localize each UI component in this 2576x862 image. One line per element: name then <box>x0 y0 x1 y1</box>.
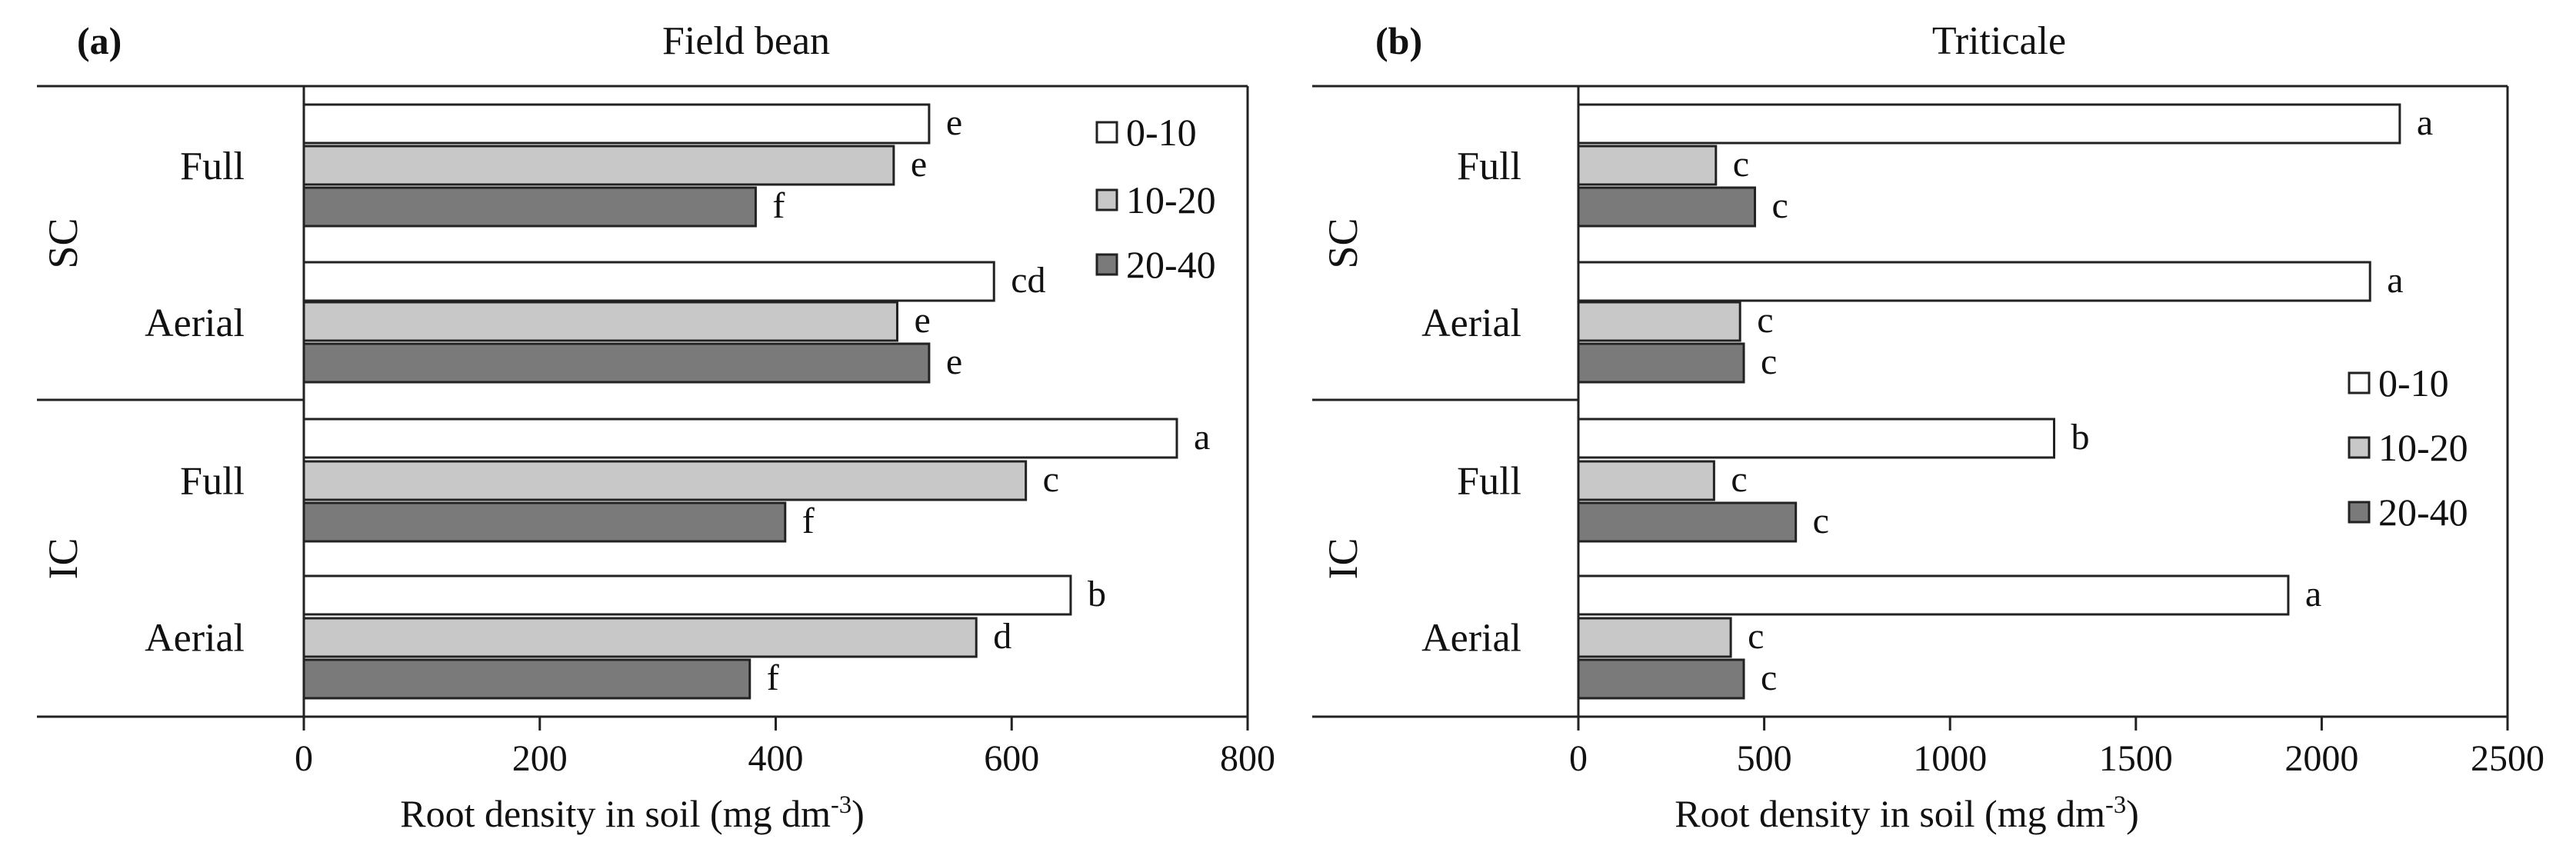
x-tick-label: 1500 <box>2099 738 2173 779</box>
legend-swatch <box>2348 436 2371 459</box>
bar-0-10 <box>1577 574 2290 616</box>
bar-20-40 <box>302 501 787 543</box>
legend-label: 10-20 <box>2378 426 2468 469</box>
significance-letter: e <box>946 341 962 382</box>
bar-0-10 <box>302 261 995 302</box>
significance-letter: c <box>1748 616 1764 657</box>
bar-20-40 <box>302 658 751 700</box>
bar-10-20 <box>302 460 1028 501</box>
significance-letter: a <box>2305 574 2321 614</box>
bar-10-20 <box>302 145 895 186</box>
legend-swatch <box>2348 371 2371 394</box>
category-label: Aerial <box>1421 617 1521 661</box>
bar-10-20 <box>1577 460 1715 501</box>
significance-letter: d <box>993 616 1011 657</box>
group-label-sc: SC <box>40 218 86 268</box>
bar-20-40 <box>1577 658 1745 700</box>
legend-label: 20-40 <box>1126 243 1216 286</box>
bar-0-10 <box>302 574 1072 616</box>
panel-b-triticale: (b) Triticale 0 500 1000 1500 2000 2500 Root den… <box>1312 19 2544 835</box>
significance-letter: a <box>1194 417 1210 458</box>
group-label-ic: IC <box>1320 538 1366 580</box>
significance-letter: c <box>1731 459 1747 500</box>
category-label: Full <box>180 460 245 504</box>
legend-swatch <box>1095 121 1118 144</box>
category-label: Full <box>1457 460 1521 504</box>
bar-20-40 <box>302 342 931 384</box>
bar-10-20 <box>1577 301 1741 342</box>
legend-label: 20-40 <box>2378 491 2468 534</box>
significance-letter: a <box>2387 260 2403 301</box>
chart-title: Triticale <box>1932 19 2066 63</box>
significance-letter: c <box>1813 501 1829 541</box>
x-axis-label: Root density in soil (mg dm-3) <box>1675 791 2138 835</box>
x-tick-label: 0 <box>295 738 313 779</box>
x-tick-label: 1000 <box>1913 738 1987 779</box>
category-label: Aerial <box>145 617 245 661</box>
bar-20-40 <box>1577 186 1757 228</box>
significance-letter: cd <box>1011 260 1045 301</box>
significance-letter: c <box>1761 341 1777 382</box>
group-label-sc: SC <box>1320 218 1366 268</box>
legend-label: 10-20 <box>1126 178 1216 221</box>
significance-letter: c <box>1043 459 1059 500</box>
bar-0-10 <box>302 418 1178 459</box>
category-label: Full <box>180 145 245 188</box>
bar-10-20 <box>302 617 978 658</box>
panel-a-field-bean: (a) Field bean 0 200 400 600 800 Root density i… <box>37 19 1275 835</box>
x-axis-label-end: ) <box>2126 792 2139 835</box>
significance-letter: c <box>1757 300 1773 341</box>
x-tick-label: 2000 <box>2284 738 2358 779</box>
significance-letter: c <box>1733 144 1749 185</box>
x-tick-label: 400 <box>748 738 804 779</box>
legend-swatch <box>2348 501 2371 524</box>
bar-20-40 <box>1577 342 1745 384</box>
bar-10-20 <box>1577 617 1732 658</box>
x-tick-label: 0 <box>1569 738 1588 779</box>
significance-letter: b <box>1088 574 1106 614</box>
significance-letter: b <box>2071 417 2089 458</box>
category-label: Full <box>1457 145 1521 188</box>
bar-0-10 <box>1577 418 2055 459</box>
chart-title: Field bean <box>662 19 830 63</box>
bar-0-10 <box>1577 261 2371 302</box>
legend-swatch <box>1095 253 1118 276</box>
x-axis-label-main: Root density in soil (mg dm <box>1675 792 2105 835</box>
significance-letter: f <box>772 185 785 226</box>
significance-letter: f <box>802 501 815 541</box>
significance-letter: c <box>1761 657 1777 698</box>
panel-label: (a) <box>77 19 122 62</box>
legend-label: 0-10 <box>2378 361 2449 404</box>
significance-letter: e <box>914 300 930 341</box>
x-axis-label-end: ) <box>851 792 865 835</box>
x-axis-label-main: Root density in soil (mg dm <box>400 792 831 835</box>
bar-10-20 <box>1577 145 1718 186</box>
x-tick-label: 600 <box>984 738 1039 779</box>
significance-letter: e <box>911 144 927 185</box>
x-tick-label: 500 <box>1737 738 1792 779</box>
bar-20-40 <box>1577 501 1798 543</box>
bar-0-10 <box>302 103 931 145</box>
x-tick-label: 200 <box>512 738 568 779</box>
x-axis-label-superscript: -3 <box>2105 791 2126 819</box>
significance-letter: a <box>2417 102 2433 143</box>
x-tick-label: 800 <box>1220 738 1275 779</box>
category-label: Aerial <box>145 301 245 345</box>
significance-letter: f <box>767 657 779 698</box>
bar-20-40 <box>302 186 757 228</box>
group-label-ic: IC <box>40 538 86 580</box>
significance-letter: e <box>946 102 962 143</box>
x-axis-label-superscript: -3 <box>831 791 851 819</box>
bar-10-20 <box>302 301 898 342</box>
x-tick-label: 2500 <box>2471 738 2544 779</box>
bar-0-10 <box>1577 103 2401 145</box>
legend-swatch <box>1095 188 1118 211</box>
panel-label: (b) <box>1375 19 1422 62</box>
x-axis-label: Root density in soil (mg dm-3) <box>400 791 864 835</box>
significance-letter: c <box>1772 185 1788 226</box>
legend-label: 0-10 <box>1126 111 1197 154</box>
category-label: Aerial <box>1421 301 1521 345</box>
